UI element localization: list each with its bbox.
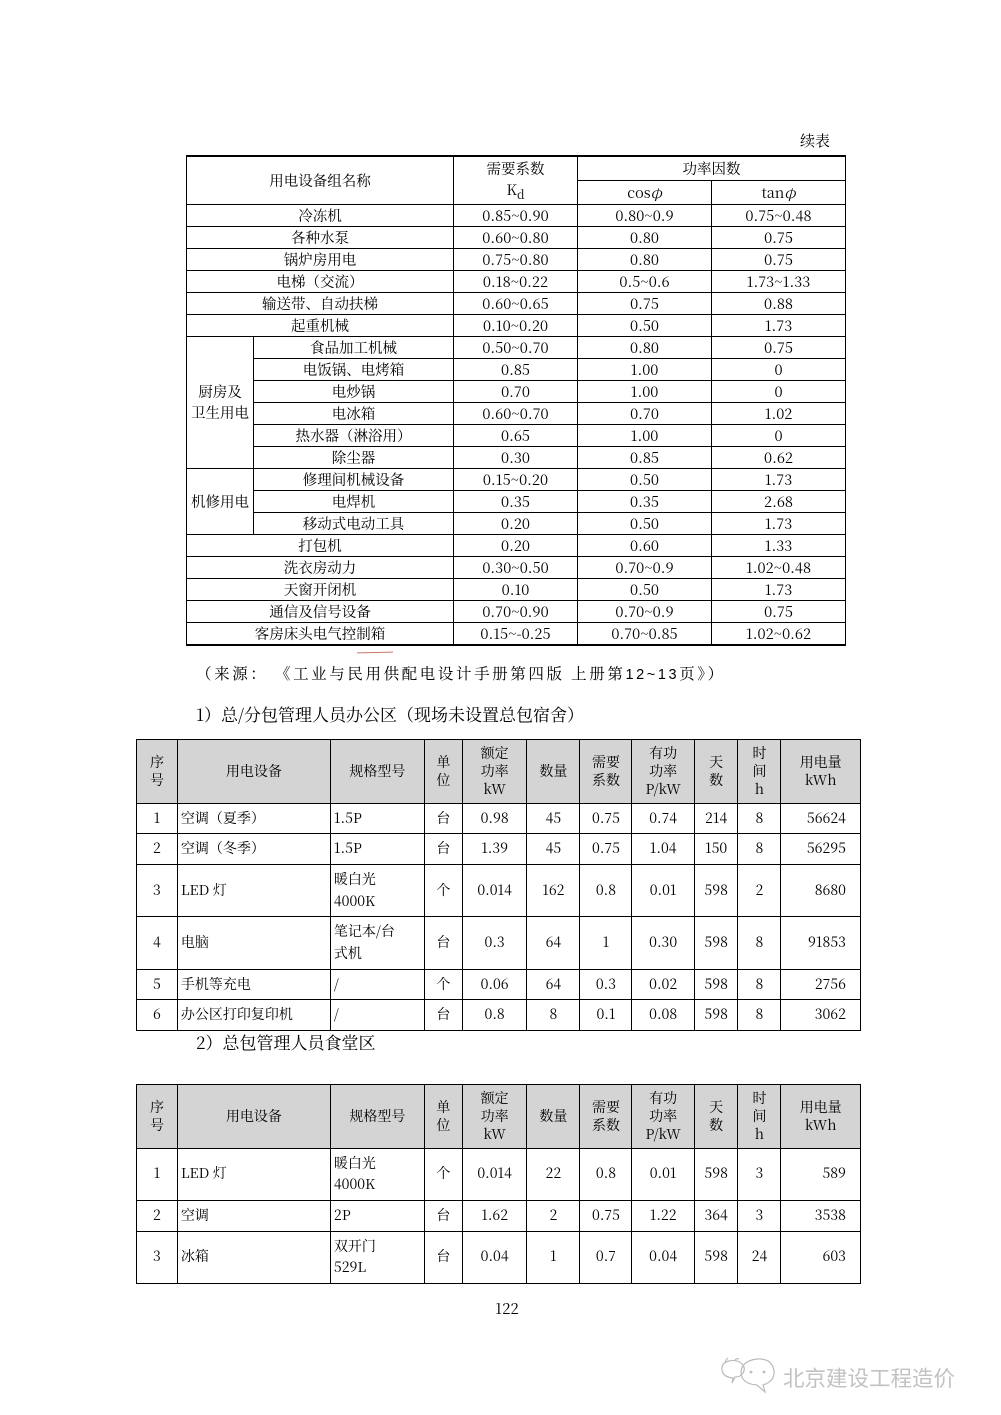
svg-text:北京建设工程造价: 北京建设工程造价 — [783, 1362, 955, 1393]
